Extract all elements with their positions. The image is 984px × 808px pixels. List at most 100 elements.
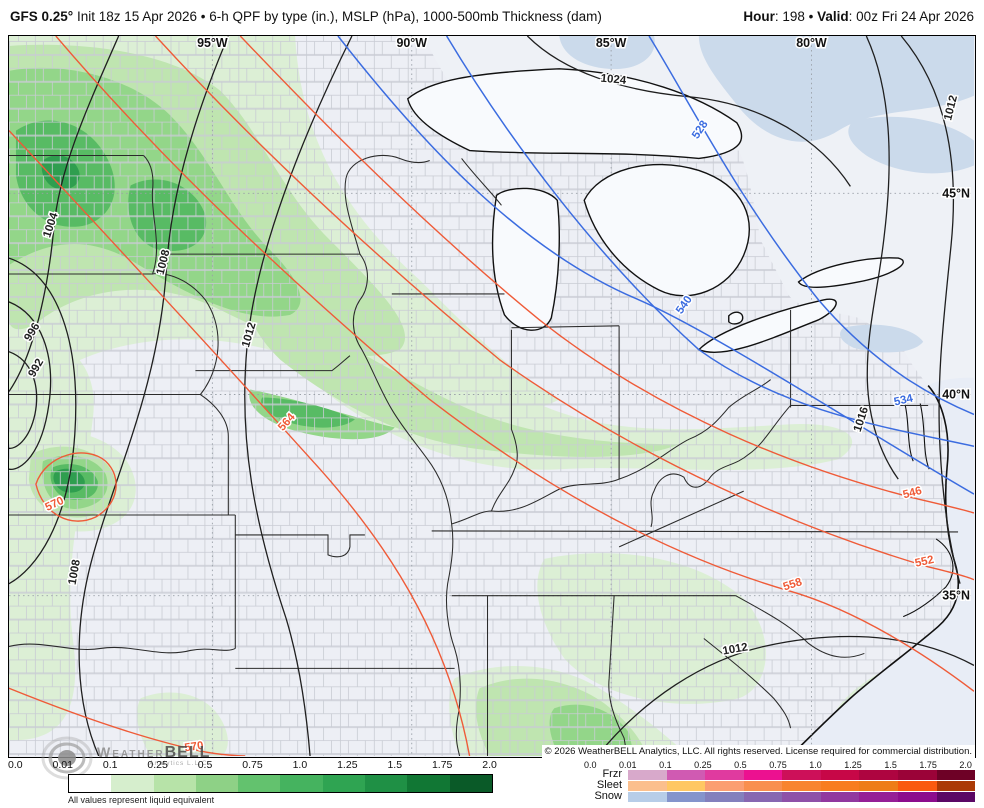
ptype-color-segment	[666, 792, 706, 802]
ptype-color-segment	[782, 770, 821, 780]
ptype-color-segment	[897, 781, 937, 791]
qpf-tick-label: 1.25	[337, 759, 358, 771]
ptype-tick-label: 0.1	[659, 760, 672, 770]
mslp-contours	[9, 36, 974, 756]
qpf-color-segment	[195, 775, 239, 792]
copyright-text: © 2026 WeatherBELL Analytics, LLC. All r…	[541, 745, 975, 758]
qpf-color-segment	[280, 775, 323, 792]
great-lakes	[406, 68, 904, 354]
title-rest: Init 18z 15 Apr 2026 • 6-h QPF by type (…	[73, 8, 602, 24]
qpf-color-segment	[407, 775, 450, 792]
qpf-tick-label: 0.75	[242, 759, 263, 771]
ptype-row-colorbar	[628, 792, 976, 802]
ptype-color-segment	[820, 792, 860, 802]
longitude-label: 95°W	[197, 36, 228, 50]
ptype-color-segment	[743, 781, 783, 791]
ptype-color-segment	[628, 781, 667, 791]
ptype-row: Snow	[520, 790, 976, 802]
qpf-tick-label: 0.1	[102, 759, 118, 771]
weatherbell-watermark: WeatherBELL Analytics L.L.C.	[39, 734, 210, 782]
ptype-tick-label: 0.01	[619, 760, 637, 770]
ptype-row-label: Snow	[594, 790, 622, 802]
ptype-tick-label: 2.0	[959, 760, 972, 770]
snow-shade-areas	[559, 36, 974, 353]
map-canvas: 992 996 1004 1008 1008 1012 1012 1012 1016 1024 52…	[8, 35, 976, 780]
ptype-color-segment	[705, 770, 744, 780]
ptype-color-segment	[743, 770, 783, 780]
lake-st-clair	[728, 311, 744, 325]
thickness-blue-contours	[337, 36, 974, 495]
ptype-row-label: Sleet	[596, 779, 622, 791]
qpf-color-segment	[322, 775, 366, 792]
qpf-color-segment	[69, 775, 112, 792]
qpf-tick-label: 1.5	[387, 759, 403, 771]
ptype-tick-label: 1.5	[884, 760, 897, 770]
lake-huron	[583, 163, 751, 297]
qpf-tick-label: 0.25	[147, 759, 168, 771]
qpf-color-segment	[111, 775, 154, 792]
qpf-tick-label: 2.0	[482, 759, 497, 771]
qpf-legend-colorbar	[68, 774, 493, 793]
valid-label: Valid	[817, 8, 849, 24]
ptype-color-segment	[936, 792, 976, 802]
lake-superior	[406, 68, 743, 160]
ptype-color-segment	[936, 781, 976, 791]
ptype-color-segment	[782, 781, 821, 791]
ptype-color-segment	[897, 770, 937, 780]
qpf-tick-label: 0.0	[8, 759, 23, 771]
watermark-sub: Analytics L.L.C.	[149, 760, 211, 767]
state-borders	[9, 154, 959, 756]
ptype-tick-label: 1.75	[919, 760, 937, 770]
qpf-legend-ticks: 0.0 0.01 0.1 0.25 0.5 0.75 1.0 1.25 1.5 1.75 2.0	[8, 759, 497, 771]
ptype-color-segment	[859, 781, 898, 791]
weather-map-svg: 9929961004100810081012101210121016102452…	[9, 36, 974, 756]
qpf-legend-caption: All values represent liquid equivalent	[68, 795, 215, 805]
ptype-color-segment	[897, 792, 937, 802]
qpf-color-segment	[449, 775, 492, 792]
ptype-tick-label: 0.0	[584, 760, 597, 770]
ptype-color-segment	[666, 770, 706, 780]
ptype-color-segment	[936, 770, 976, 780]
ptype-color-segment	[859, 792, 898, 802]
qpf-color-segment	[153, 775, 196, 792]
lake-ontario	[797, 257, 904, 288]
ptype-tick-label: 0.75	[769, 760, 787, 770]
ptype-tick-label: 0.25	[694, 760, 712, 770]
ptype-color-segment	[743, 792, 783, 802]
ptype-row-colorbar	[628, 770, 976, 780]
qpf-tick-label: 0.5	[197, 759, 213, 771]
model-name: GFS 0.25°	[10, 8, 74, 24]
ptype-tick-label: 1.0	[809, 760, 822, 770]
ptype-row: Sleet	[520, 779, 976, 791]
contour-label: 570	[184, 740, 205, 755]
ptype-row-label: Frzr	[602, 768, 622, 780]
lake-erie	[697, 298, 837, 354]
ptype-color-segment	[705, 781, 744, 791]
ptype-color-segment	[666, 781, 706, 791]
valid-time: Hour: 198 • Valid: 00z Fri 24 Apr 2026	[743, 8, 974, 24]
ptype-color-segment	[628, 792, 667, 802]
header-bar: GFS 0.25° Init 18z 15 Apr 2026 • 6-h QPF…	[0, 0, 984, 32]
qpf-tick-label: 1.75	[431, 759, 453, 771]
ptype-color-segment	[820, 770, 860, 780]
separator-dot: •	[808, 8, 814, 24]
contour-label: 552	[914, 554, 935, 570]
ptype-color-segment	[628, 770, 667, 780]
coastline	[790, 385, 960, 756]
ptype-color-segment	[782, 792, 821, 802]
valid-value: 00z Fri 24 Apr 2026	[856, 8, 974, 24]
ptype-row: Frzr	[520, 768, 976, 780]
watermark-bell: BELL	[164, 744, 211, 761]
watermark-weather: Weather	[97, 744, 165, 760]
map-title: GFS 0.25° Init 18z 15 Apr 2026 • 6-h QPF…	[10, 9, 602, 24]
hour-value: 198	[782, 8, 805, 24]
latitude-label: 35°N	[942, 589, 970, 603]
atlantic-ocean	[790, 377, 974, 756]
hour-label: Hour	[743, 8, 775, 24]
longitude-label: 85°W	[596, 36, 627, 50]
hurricane-swirl-icon	[41, 736, 93, 780]
latitude-label: 40°N	[942, 387, 970, 401]
ptype-color-segment	[705, 792, 744, 802]
longitude-label: 80°W	[796, 36, 827, 50]
longitude-label: 90°W	[396, 36, 427, 50]
